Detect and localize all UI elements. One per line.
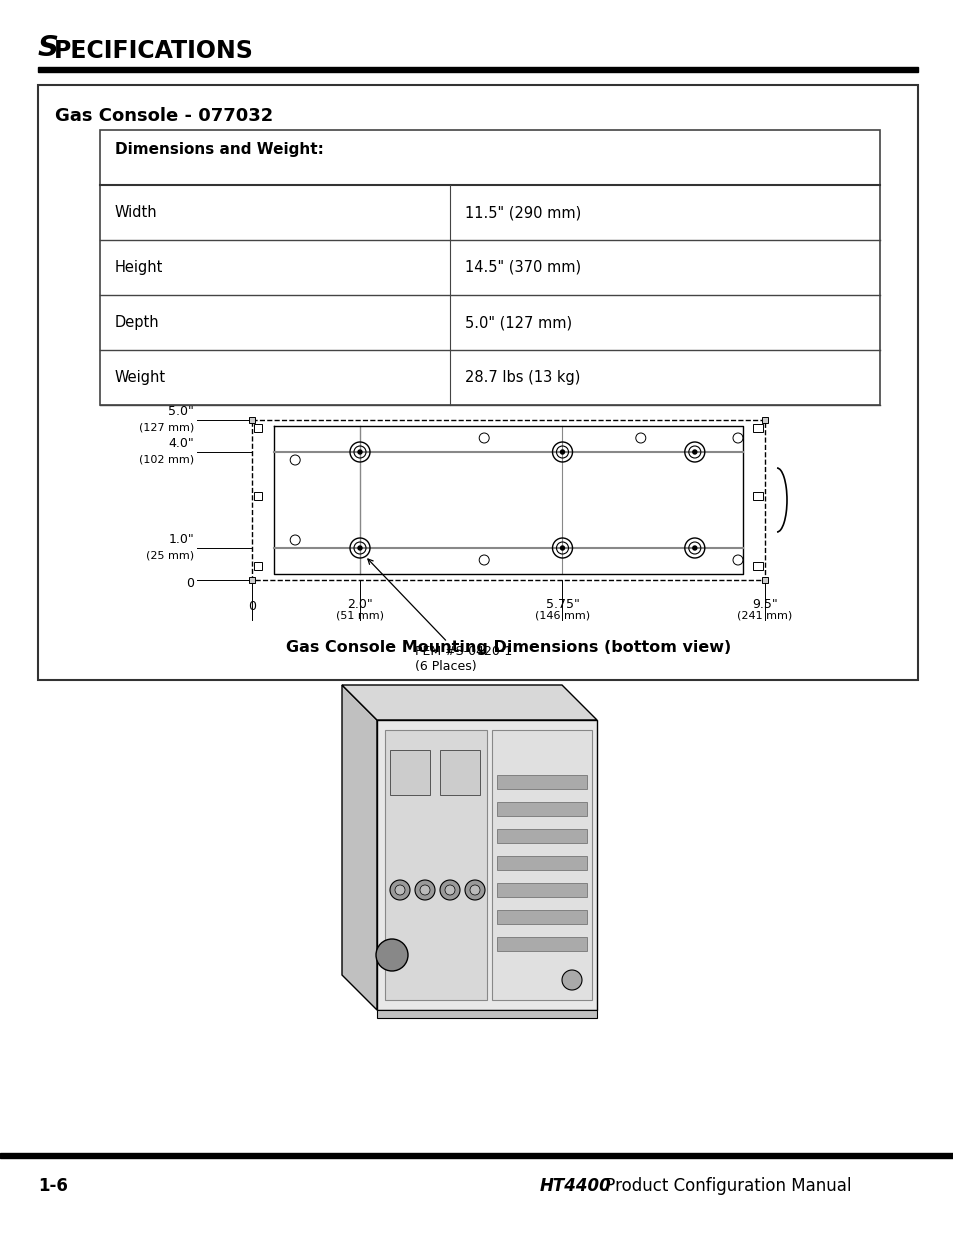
Text: 0: 0 bbox=[186, 577, 193, 590]
Bar bbox=[761, 577, 767, 583]
Circle shape bbox=[560, 450, 564, 454]
Bar bbox=[385, 730, 486, 1000]
Text: 28.7 lbs (13 kg): 28.7 lbs (13 kg) bbox=[464, 370, 579, 385]
Text: PEM #S-0420-1
(6 Places): PEM #S-0420-1 (6 Places) bbox=[368, 559, 512, 673]
Text: PECIFICATIONS: PECIFICATIONS bbox=[54, 40, 253, 63]
Bar bbox=[752, 562, 762, 571]
Text: Product Configuration Manual: Product Configuration Manual bbox=[599, 1177, 851, 1195]
Text: (25 mm): (25 mm) bbox=[146, 550, 193, 559]
Text: 14.5" (370 mm): 14.5" (370 mm) bbox=[464, 261, 580, 275]
Circle shape bbox=[561, 969, 581, 990]
Text: 5.0" (127 mm): 5.0" (127 mm) bbox=[464, 315, 572, 330]
Bar bbox=[497, 856, 586, 869]
Bar bbox=[38, 67, 917, 72]
Circle shape bbox=[357, 546, 361, 550]
Text: Gas Console - 077032: Gas Console - 077032 bbox=[55, 107, 273, 125]
Circle shape bbox=[470, 885, 479, 895]
Circle shape bbox=[395, 885, 405, 895]
Bar bbox=[752, 492, 762, 500]
Polygon shape bbox=[341, 685, 376, 1010]
Bar bbox=[497, 802, 586, 816]
Bar bbox=[0, 1153, 953, 1158]
Text: S: S bbox=[38, 35, 59, 62]
Text: 9.5": 9.5" bbox=[751, 598, 777, 611]
Text: 5.75": 5.75" bbox=[545, 598, 578, 611]
Text: 4.0": 4.0" bbox=[168, 437, 193, 450]
Circle shape bbox=[444, 885, 455, 895]
Text: 1.0": 1.0" bbox=[168, 534, 193, 546]
Text: HT4400: HT4400 bbox=[539, 1177, 611, 1195]
Circle shape bbox=[692, 546, 696, 550]
Text: Weight: Weight bbox=[115, 370, 166, 385]
Text: 1-6: 1-6 bbox=[38, 1177, 68, 1195]
Circle shape bbox=[439, 881, 459, 900]
Bar bbox=[253, 424, 262, 432]
Bar bbox=[497, 910, 586, 924]
Text: 2.0": 2.0" bbox=[347, 598, 373, 611]
Circle shape bbox=[560, 546, 564, 550]
Polygon shape bbox=[376, 720, 597, 1010]
Text: (51 mm): (51 mm) bbox=[335, 610, 384, 620]
Bar bbox=[249, 417, 254, 424]
Circle shape bbox=[415, 881, 435, 900]
Text: Depth: Depth bbox=[115, 315, 159, 330]
Bar bbox=[249, 577, 254, 583]
Bar bbox=[492, 730, 592, 1000]
Circle shape bbox=[419, 885, 430, 895]
Bar bbox=[497, 829, 586, 844]
Bar bbox=[253, 492, 262, 500]
Bar bbox=[752, 424, 762, 432]
Text: Gas Console Mounting Dimensions (bottom view): Gas Console Mounting Dimensions (bottom … bbox=[286, 640, 730, 655]
Bar bbox=[497, 937, 586, 951]
Bar bbox=[497, 883, 586, 897]
Circle shape bbox=[390, 881, 410, 900]
Text: (146 mm): (146 mm) bbox=[535, 610, 590, 620]
Circle shape bbox=[464, 881, 484, 900]
Bar bbox=[376, 1010, 597, 1018]
Bar bbox=[38, 85, 917, 680]
Bar bbox=[253, 562, 262, 571]
Bar bbox=[761, 417, 767, 424]
Text: (127 mm): (127 mm) bbox=[138, 422, 193, 432]
Bar bbox=[497, 776, 586, 789]
Circle shape bbox=[357, 450, 361, 454]
Bar bbox=[439, 750, 479, 795]
Text: 5.0": 5.0" bbox=[168, 405, 193, 417]
Bar bbox=[390, 750, 430, 795]
Text: Width: Width bbox=[115, 205, 157, 220]
Text: 11.5" (290 mm): 11.5" (290 mm) bbox=[464, 205, 580, 220]
Text: Height: Height bbox=[115, 261, 163, 275]
Text: (102 mm): (102 mm) bbox=[139, 454, 193, 464]
Circle shape bbox=[375, 939, 408, 971]
Text: (241 mm): (241 mm) bbox=[737, 610, 792, 620]
Polygon shape bbox=[341, 685, 597, 720]
Text: Dimensions and Weight:: Dimensions and Weight: bbox=[115, 142, 323, 157]
Text: 0: 0 bbox=[248, 600, 255, 613]
Bar bbox=[100, 130, 879, 405]
Circle shape bbox=[692, 450, 696, 454]
